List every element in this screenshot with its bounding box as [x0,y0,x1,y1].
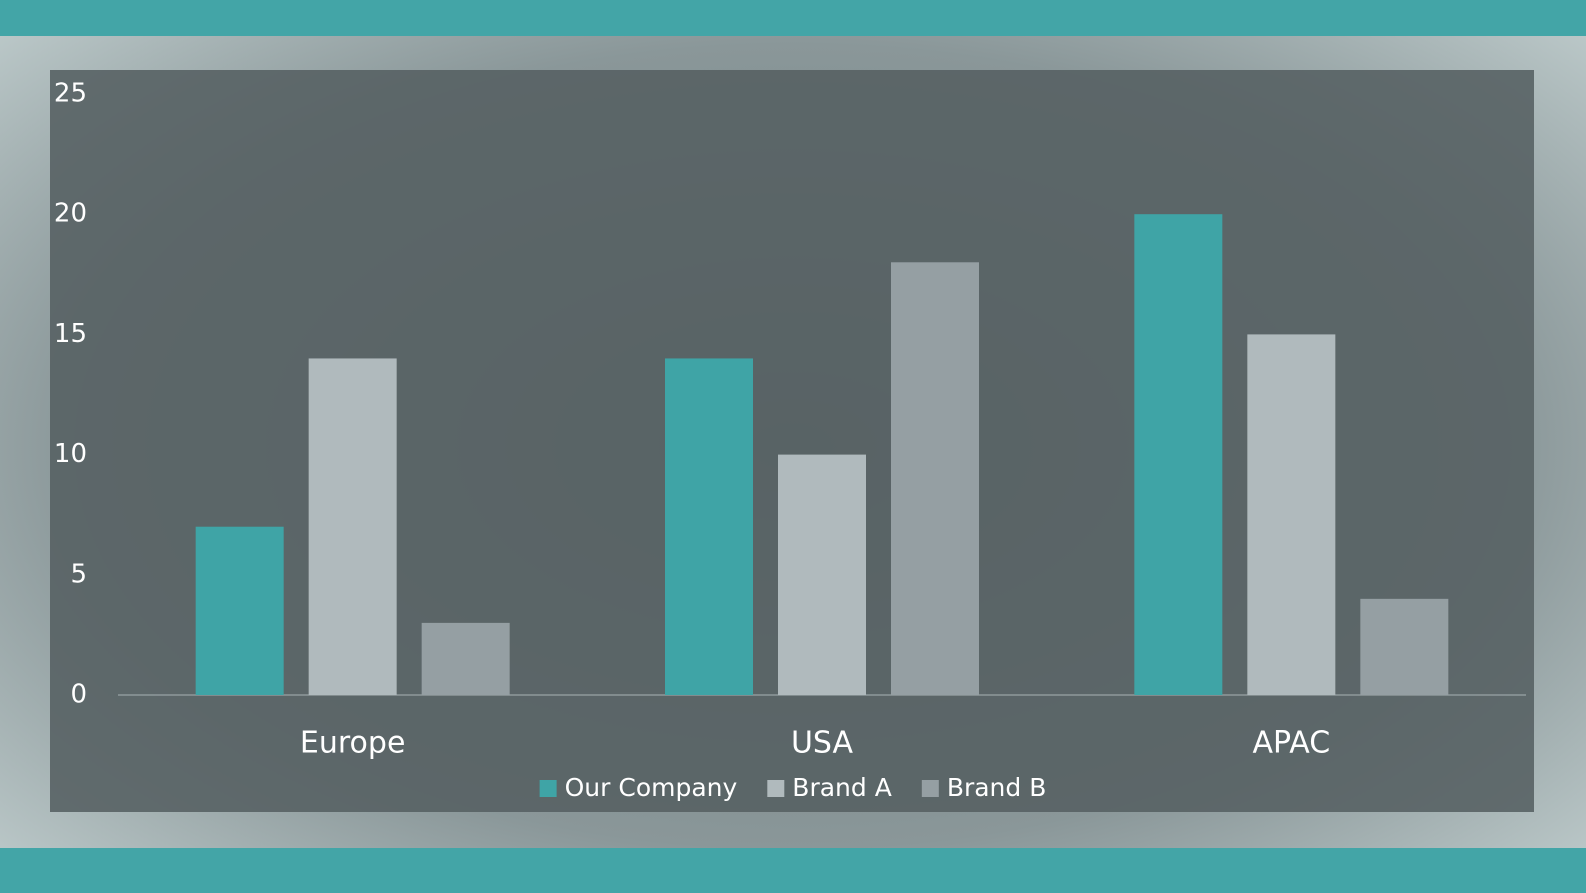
bar [891,262,979,695]
legend-label: Brand A [792,773,892,802]
x-tick-label: USA [791,726,854,761]
y-tick-label: 5 [70,559,87,589]
bar [421,622,510,695]
plot: 0 5 10 15 20 25 Europe USA APAC Our Company Brand … [54,79,1526,802]
bar [1360,598,1449,695]
legend-label: Our Company [565,773,738,802]
y-tick-label: 0 [70,680,87,710]
bar [1134,214,1223,695]
top-band [0,0,1586,36]
x-tick-label: Europe [300,726,406,761]
legend-swatch [539,780,557,797]
bar [1247,334,1336,695]
x-tick-label: APAC [1253,726,1331,761]
y-tick-label: 20 [54,199,87,229]
bar [778,454,866,695]
legend-swatch [767,780,785,797]
legend-label: Brand B [947,773,1047,802]
y-tick-label: 15 [54,319,87,349]
bar [195,526,284,695]
legend-swatch [921,780,939,797]
bar [665,358,753,695]
y-tick-label: 10 [54,439,87,469]
bottom-band [0,848,1586,893]
bar [308,358,397,695]
y-tick-label: 25 [54,79,87,109]
